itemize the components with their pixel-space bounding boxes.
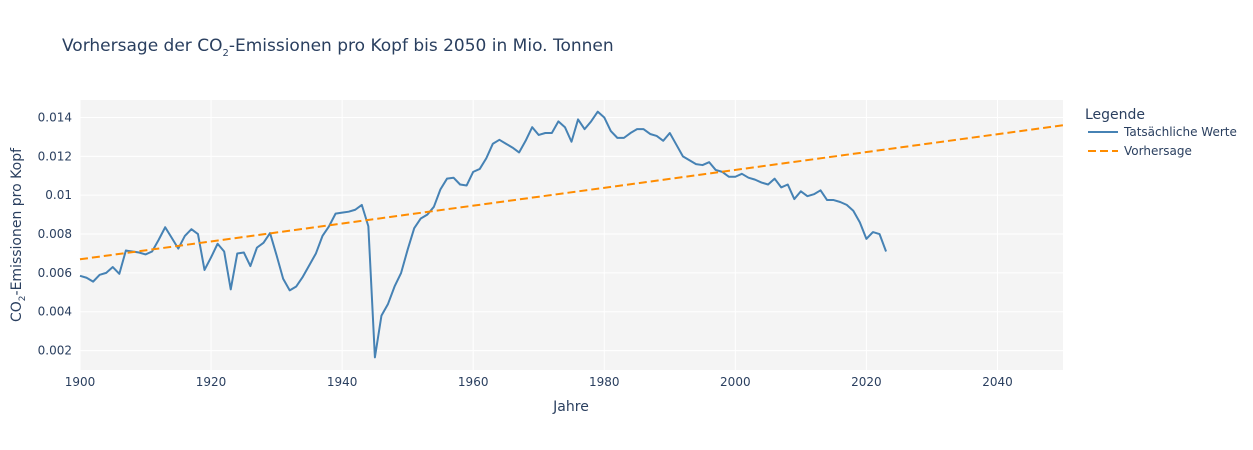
y-tick-label: 0.014: [38, 110, 72, 124]
y-tick-label: 0.006: [38, 266, 72, 280]
y-axis-title: CO2-Emissionen pro Kopf: [9, 147, 28, 322]
x-tick-label: 1900: [65, 375, 96, 389]
series-forecast-line: [79, 124, 1064, 261]
x-tick-labels: 1900 1920 1940 1960 1980 2000 2020 2040: [65, 375, 1013, 389]
x-axis-title: Jahre: [552, 399, 589, 415]
y-tick-label: 0.012: [38, 149, 72, 163]
x-tick-label: 2020: [851, 375, 882, 389]
legend: Legende Tatsächliche Werte Vorhersage: [1085, 107, 1237, 158]
legend-item-label[interactable]: Vorhersage: [1124, 144, 1192, 158]
x-gridlines: [79, 100, 998, 370]
chart-title: Vorhersage der CO2-Emissionen pro Kopf b…: [62, 36, 614, 59]
series-group: [79, 110, 1064, 359]
series-actual-line: [79, 110, 887, 359]
y-tick-label: 0.008: [38, 227, 72, 241]
x-tick-label: 1940: [327, 375, 358, 389]
x-tick-label: 1960: [458, 375, 489, 389]
y-gridlines: [80, 116, 1063, 352]
x-tick-label: 1920: [196, 375, 227, 389]
y-tick-labels: 0.002 0.004 0.006 0.008 0.01 0.012 0.014: [38, 110, 72, 357]
y-tick-label: 0.01: [45, 188, 72, 202]
legend-item-label[interactable]: Tatsächliche Werte: [1123, 125, 1237, 139]
legend-title: Legende: [1085, 107, 1145, 123]
x-tick-label: 2000: [720, 375, 751, 389]
x-tick-label: 2040: [982, 375, 1013, 389]
x-tick-label: 1980: [589, 375, 620, 389]
y-tick-label: 0.002: [38, 344, 72, 358]
y-tick-label: 0.004: [38, 305, 72, 319]
plot-area: [80, 100, 1063, 370]
